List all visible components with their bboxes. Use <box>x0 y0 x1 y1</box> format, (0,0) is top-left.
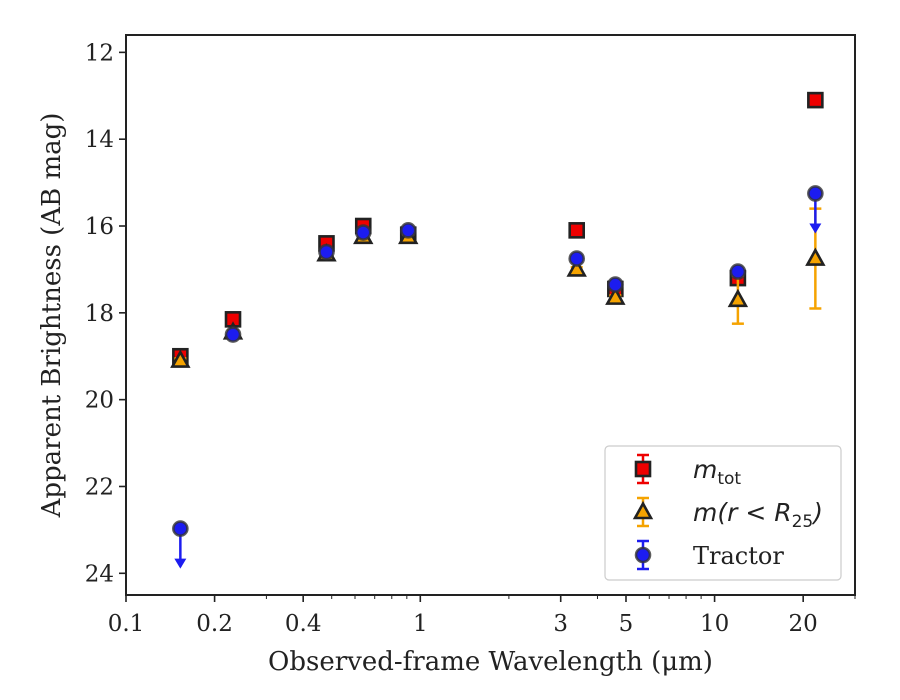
x-tick-label: 20 <box>789 611 818 637</box>
data-point <box>634 460 652 478</box>
data-point <box>805 247 826 266</box>
series-2 <box>172 185 824 569</box>
y-tick-label: 22 <box>85 474 114 500</box>
data-point <box>632 500 654 520</box>
plot-frame <box>125 34 856 596</box>
legend-item-2: Tractor <box>634 539 784 571</box>
data-point <box>634 546 652 564</box>
legend-item-0: mtot <box>634 453 741 489</box>
legend-item-1: m(r < R25) <box>632 496 823 532</box>
x-tick-label: 5 <box>619 611 634 637</box>
data-point <box>566 258 587 277</box>
x-tick-label: 0.4 <box>285 611 322 637</box>
y-tick-label: 16 <box>85 214 114 240</box>
y-tick-label: 18 <box>85 301 114 327</box>
x-tick-label: 0.1 <box>108 611 145 637</box>
x-tick-label: 10 <box>700 611 729 637</box>
tick-layer: 0.1 0.2 0.4 1 3 5 10 20 12 14 16 18 20 22 24 <box>85 40 856 637</box>
upper-limit-arrowhead <box>174 558 187 569</box>
data-point <box>607 276 624 293</box>
y-axis-label: Apparent Brightness (AB mag) <box>37 113 67 519</box>
legend: mtot m(r < R25) Tractor <box>604 445 842 581</box>
data-point <box>727 288 749 308</box>
series-layer <box>170 91 826 569</box>
data-point <box>318 243 335 261</box>
data-point <box>568 222 586 239</box>
y-tick-label: 20 <box>85 388 114 414</box>
series-0 <box>172 91 824 365</box>
data-point <box>605 286 626 305</box>
data-point <box>729 263 747 280</box>
legend-label: m(r < R25) <box>693 498 823 532</box>
data-point <box>807 185 824 202</box>
y-tick-label: 12 <box>85 40 114 66</box>
data-point <box>354 224 372 241</box>
y-tick-label: 14 <box>85 127 114 153</box>
upper-limit-arrowhead <box>809 223 822 234</box>
data-point <box>807 91 824 109</box>
x-tick-label: 0.2 <box>196 611 233 637</box>
legend-label: mtot <box>693 455 741 489</box>
data-point <box>399 222 417 239</box>
x-tick-label: 3 <box>553 611 568 637</box>
legend-box <box>604 445 842 581</box>
legend-label: Tractor <box>693 542 784 570</box>
data-point <box>224 326 242 343</box>
data-point <box>170 349 191 368</box>
x-tick-label: 1 <box>413 611 428 637</box>
data-point <box>172 520 189 537</box>
y-tick-label: 24 <box>85 561 114 587</box>
x-axis-label: Observed-frame Wavelength (μm) <box>268 647 713 677</box>
data-point <box>568 250 586 267</box>
series-1 <box>170 207 826 368</box>
